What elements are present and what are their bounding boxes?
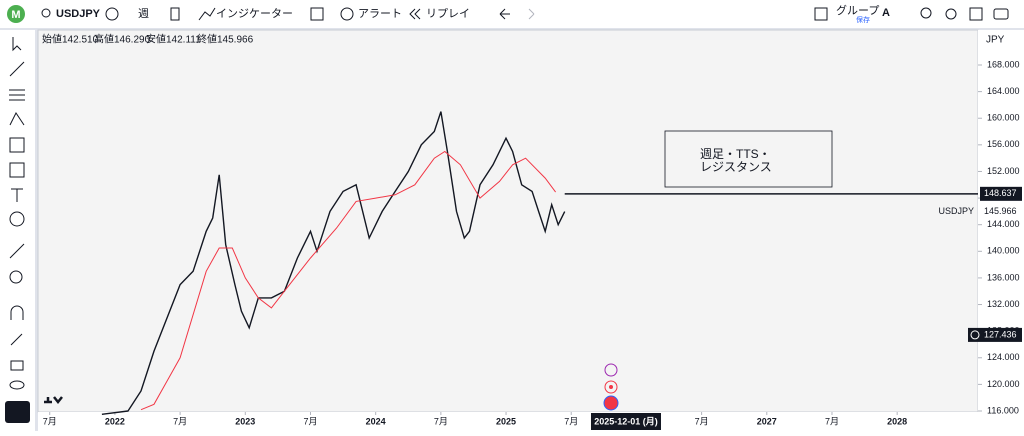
- y-tick-label: 136.000: [987, 272, 1020, 282]
- layout-select[interactable]: [814, 7, 828, 21]
- x-tick-label: 7月: [303, 416, 317, 426]
- crosshair-x-bg: [590, 413, 661, 430]
- search-icon[interactable]: [41, 8, 51, 18]
- indicators[interactable]: インジケーター: [216, 7, 293, 20]
- x-tick-label: 2023: [235, 416, 255, 426]
- save[interactable]: 保存: [856, 15, 870, 24]
- avatar[interactable]: [7, 5, 25, 23]
- layout-icon[interactable]: [310, 7, 324, 21]
- crosshair-y-bg: [968, 327, 1022, 342]
- annotation-box[interactable]: [664, 130, 833, 188]
- alert-icon: [340, 7, 354, 21]
- y-tick-label: 120.000: [987, 379, 1020, 389]
- annotation-line: レジスタンス: [700, 160, 772, 174]
- alert[interactable]: アラート: [358, 8, 402, 20]
- y-tick-label: 144.000: [987, 219, 1020, 229]
- y-tick-label: 140.000: [987, 246, 1020, 256]
- y-tick-label: 116.000: [987, 405, 1019, 415]
- x-tick-label: 7月: [564, 416, 578, 426]
- price-line: [140, 150, 557, 411]
- x-tick-label: 2024: [366, 416, 386, 426]
- icon-tool[interactable]: [9, 211, 25, 227]
- pattern-tool[interactable]: [9, 112, 25, 126]
- event-icon[interactable]: [603, 395, 619, 411]
- ohlc-close: 終値145.966: [197, 33, 254, 46]
- x-tick-label: 2025: [496, 416, 516, 426]
- lock-tool[interactable]: [10, 360, 24, 371]
- ohlc-open: 始値142.510: [42, 33, 99, 46]
- x-tick-label: 2022: [105, 416, 125, 426]
- group[interactable]: グループ: [836, 3, 879, 17]
- fib-tool[interactable]: [9, 89, 25, 101]
- undo[interactable]: [499, 8, 510, 20]
- shape-tool[interactable]: [9, 162, 25, 178]
- sidebar-icons: [9, 37, 25, 390]
- measure-tool[interactable]: [9, 243, 25, 259]
- price-axis: [978, 30, 1024, 412]
- zoom-tool[interactable]: [9, 270, 23, 284]
- cursor-tool[interactable]: [12, 37, 22, 52]
- forecast-tool[interactable]: [9, 137, 25, 153]
- x-tick-label: 7月: [173, 416, 187, 426]
- annotation-line: 週足・TTS・: [700, 147, 771, 161]
- y-tick-label: 160.000: [987, 113, 1020, 123]
- time-axis: [38, 412, 1024, 431]
- event-icon-dot: [609, 385, 613, 389]
- x-tick-label: 2027: [757, 416, 777, 426]
- x-tick-label: 2028: [887, 416, 907, 426]
- quick-search[interactable]: [920, 7, 932, 19]
- sidebar: [0, 30, 35, 431]
- x-tick-label: 7月: [434, 416, 448, 426]
- resistance-label-bg: [980, 186, 1022, 201]
- y-tick-label: 152.000: [987, 166, 1020, 176]
- replay[interactable]: リプレイ: [426, 7, 470, 20]
- interval[interactable]: 週: [138, 7, 149, 20]
- trend-tool[interactable]: [9, 61, 25, 77]
- settings[interactable]: [945, 8, 957, 20]
- event-icon[interactable]: [604, 363, 618, 377]
- x-tick-label: 7月: [695, 416, 709, 426]
- font-a[interactable]: A: [882, 7, 890, 19]
- crosshair-y-label: 127.436: [984, 329, 1017, 339]
- price-line: [101, 111, 566, 415]
- fullscreen[interactable]: [969, 7, 983, 21]
- redo[interactable]: [528, 8, 535, 20]
- ohlc-high: 高値146.290: [94, 33, 151, 46]
- crosshair-plus: [970, 330, 980, 340]
- ohlc-low: 安値142.111: [146, 33, 201, 46]
- last-price: 145.966: [984, 206, 1017, 216]
- y-tick-label: 156.000: [987, 139, 1020, 149]
- symbol[interactable]: USDJPY: [56, 8, 101, 20]
- last-symbol: USDJPY: [938, 206, 974, 216]
- avatar-letter: M: [11, 9, 20, 21]
- tv-logo: [44, 396, 63, 405]
- add-symbol[interactable]: [105, 7, 119, 21]
- chart-type[interactable]: [170, 7, 180, 21]
- snapshot[interactable]: [993, 8, 1009, 20]
- plot-area: [37, 29, 979, 413]
- currency: JPY: [986, 35, 1005, 46]
- text-tool[interactable]: [11, 188, 23, 202]
- y-tick-label: 168.000: [987, 59, 1020, 69]
- event-icon[interactable]: [604, 380, 618, 394]
- indicator-icon: [198, 7, 216, 21]
- y-tick-label: 124.000: [987, 352, 1020, 362]
- y-tick-label: 164.000: [987, 86, 1020, 96]
- x-tick-label: 7月: [825, 416, 839, 426]
- draw-lock[interactable]: [10, 333, 23, 346]
- link-tool[interactable]: [5, 401, 30, 423]
- magnet-tool[interactable]: [10, 305, 24, 320]
- x-tick-label: 7月: [43, 416, 57, 426]
- hide-tool[interactable]: [9, 380, 25, 390]
- resistance-label: 148.637: [984, 188, 1017, 198]
- y-tick-label: 132.000: [987, 299, 1020, 309]
- crosshair-x-label: 2025-12-01 (月): [594, 416, 658, 426]
- replay-icon: [409, 8, 421, 20]
